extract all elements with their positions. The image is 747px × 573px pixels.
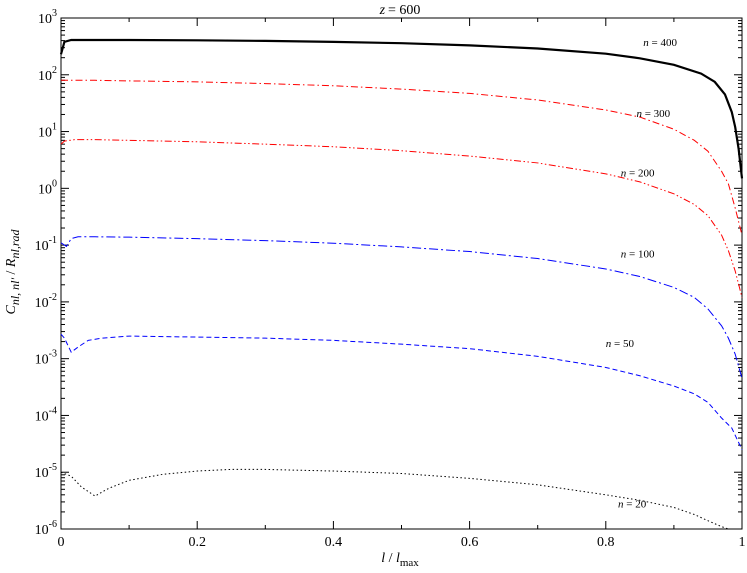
y-tick-label: 102 <box>38 65 57 84</box>
x-axis-label: l / lmax <box>381 551 419 569</box>
x-axis-label-separator: / <box>385 551 396 566</box>
y-tick-label: 10-1 <box>35 235 57 254</box>
y-axis-label-sub2: nl,rad <box>8 228 22 258</box>
x-tick-label: 0.8 <box>597 535 615 550</box>
y-tick-label: 10-3 <box>35 349 57 368</box>
chart-title-value: = 600 <box>388 3 420 18</box>
series-line-n400 <box>59 38 744 179</box>
y-tick-label: 10-2 <box>35 292 57 311</box>
y-axis-label-main2: R <box>4 258 19 268</box>
y-axis-label-sub1: nl, nl' <box>8 278 22 306</box>
x-tick-label: 0.6 <box>461 535 479 550</box>
series-layer <box>59 38 744 530</box>
series-labels: n = 400 n = 300 n = 200 n = 100 n = 50 n = 20 <box>606 37 678 510</box>
x-tick-label: 0 <box>58 535 65 550</box>
x-tick-label: 1 <box>739 535 746 550</box>
y-tick-label: 10-5 <box>35 462 57 481</box>
y-tick-label: 101 <box>38 122 57 141</box>
y-tick-label: 10-4 <box>35 405 57 424</box>
series-label-n50: n = 50 <box>606 338 635 350</box>
series-label-n20: n = 20 <box>618 498 647 510</box>
series-line-n200 <box>60 139 743 298</box>
series-line-n100 <box>60 236 743 379</box>
y-tick-label: 103 <box>38 8 57 27</box>
series-line-n50 <box>60 333 743 450</box>
series-label-n200: n = 200 <box>621 168 655 180</box>
y-tick-label: 100 <box>38 178 57 197</box>
series-label-n300: n = 300 <box>636 108 670 120</box>
y-tick-label: 10-6 <box>35 519 57 538</box>
chart-title: z = 600 <box>379 3 421 18</box>
series-label-n100: n = 100 <box>621 249 655 261</box>
series-line-n300 <box>61 79 743 236</box>
plot-frame <box>60 17 743 530</box>
x-axis-label-denominator: l <box>396 551 400 566</box>
y-axis-label: Cnl, nl' / Rnl,rad <box>4 228 22 314</box>
series-label-n400: n = 400 <box>643 37 677 49</box>
x-tick-label: 0.2 <box>188 535 206 550</box>
x-axis: 0 0.2 0.4 0.6 0.8 1 <box>58 18 746 550</box>
y-axis-label-main: C <box>4 305 19 315</box>
y-axis: 10-6 10-5 10-4 10-3 10-2 10-1 100 101 102 103 <box>35 8 742 538</box>
x-tick-label: 0.4 <box>325 535 343 550</box>
chart-title-variable: z <box>379 3 386 18</box>
x-axis-label-numerator: l <box>381 551 385 566</box>
series-line-n20 <box>60 468 729 530</box>
y-axis-label-separator: / <box>4 267 19 278</box>
x-axis-label-subscript: max <box>400 557 419 569</box>
